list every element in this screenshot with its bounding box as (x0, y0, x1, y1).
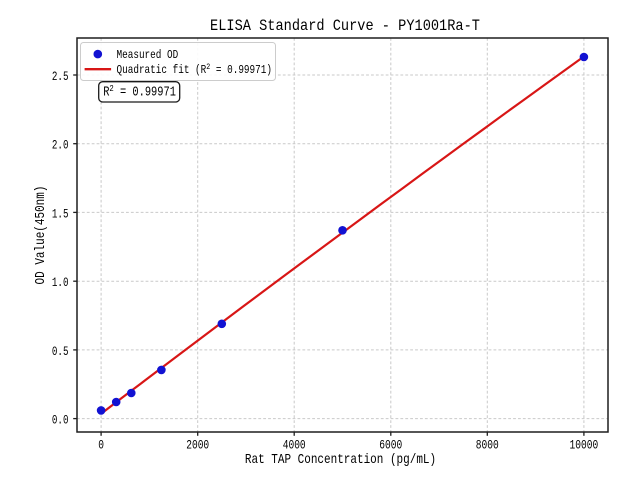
svg-text:Quadratic fit (R2 = 0.99971): Quadratic fit (R2 = 0.99971) (117, 64, 272, 78)
svg-text:0: 0 (98, 440, 104, 453)
svg-text:6000: 6000 (379, 440, 402, 453)
svg-text:0.0: 0.0 (52, 415, 69, 429)
svg-text:OD Value(450nm): OD Value(450nm) (33, 186, 48, 285)
svg-text:0.5: 0.5 (52, 346, 69, 360)
svg-text:R2 = 0.99971: R2 = 0.99971 (103, 83, 176, 100)
svg-text:ELISA Standard Curve - PY1001R: ELISA Standard Curve - PY1001Ra-T (210, 18, 480, 35)
svg-text:1.5: 1.5 (52, 208, 69, 222)
svg-text:Measured OD: Measured OD (117, 49, 179, 62)
svg-text:2.0: 2.0 (52, 140, 69, 154)
svg-text:Rat TAP Concentration (pg/mL): Rat TAP Concentration (pg/mL) (245, 452, 436, 467)
svg-text:10000: 10000 (570, 440, 599, 453)
svg-text:8000: 8000 (476, 440, 499, 453)
svg-text:2000: 2000 (186, 440, 209, 453)
svg-text:4000: 4000 (283, 440, 306, 453)
svg-text:1.0: 1.0 (52, 277, 69, 291)
svg-text:2.5: 2.5 (52, 71, 69, 85)
